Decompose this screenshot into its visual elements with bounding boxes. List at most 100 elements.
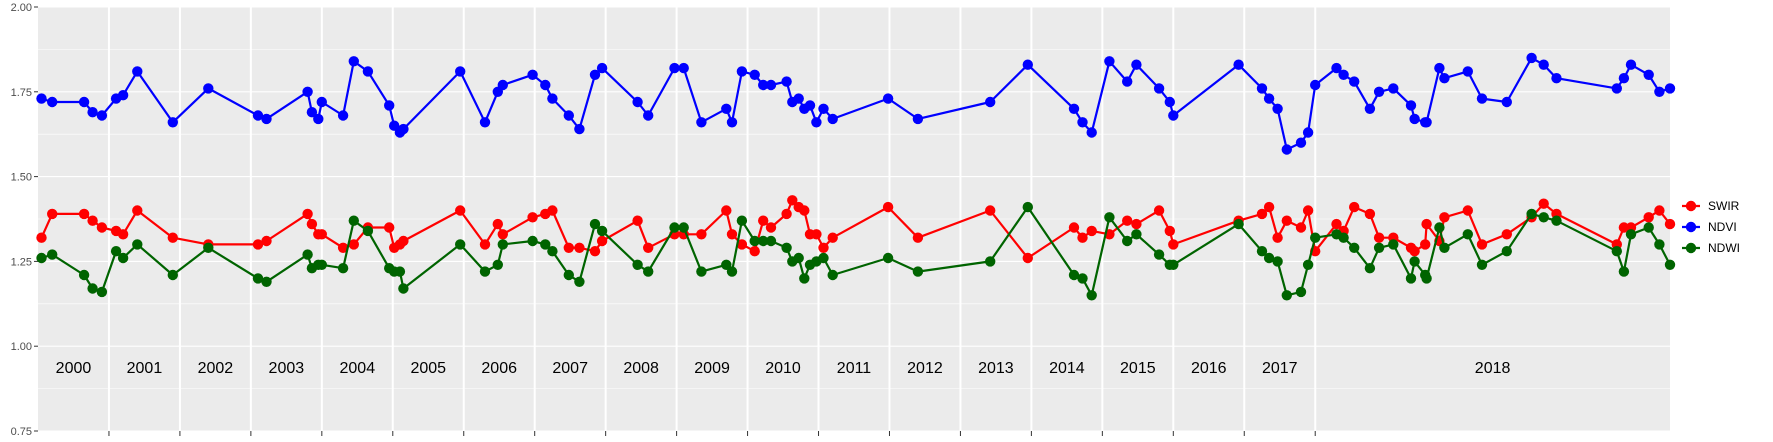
data-point-swir xyxy=(643,242,654,253)
legend: SWIR NDVI NDWI xyxy=(1682,199,1740,255)
data-point-swir xyxy=(1462,205,1474,216)
data-point-swir xyxy=(316,229,327,240)
data-point-ndwi xyxy=(167,269,178,281)
data-point-ndwi xyxy=(492,259,503,270)
data-point-swir xyxy=(261,235,272,247)
data-point-swir xyxy=(1131,218,1142,230)
data-point-ndwi xyxy=(781,242,792,253)
data-point-swir xyxy=(1349,201,1360,213)
data-point-ndvi xyxy=(804,100,816,111)
year-label: 2010 xyxy=(765,360,801,377)
data-point-swir xyxy=(574,242,585,253)
data-point-ndwi xyxy=(1664,259,1676,270)
data-point-ndwi xyxy=(589,218,601,230)
data-point-ndvi xyxy=(47,96,58,108)
data-point-swir xyxy=(1476,239,1488,250)
data-point-ndwi xyxy=(1476,259,1488,270)
data-point-ndvi xyxy=(547,93,558,104)
data-point-ndwi xyxy=(394,266,406,277)
legend-label-ndwi: NDWI xyxy=(1708,241,1740,255)
data-point-ndvi xyxy=(765,79,777,91)
data-point-ndvi xyxy=(1022,59,1033,70)
data-point-ndvi xyxy=(87,107,98,118)
year-label: 2009 xyxy=(694,360,730,377)
data-point-ndwi xyxy=(1643,222,1654,233)
data-point-ndwi xyxy=(1256,246,1268,257)
data-point-ndwi xyxy=(316,259,327,270)
data-point-swir xyxy=(696,229,707,240)
data-point-ndwi xyxy=(1302,259,1314,270)
data-point-swir xyxy=(302,208,313,220)
data-point-ndwi xyxy=(362,225,374,237)
data-point-ndvi xyxy=(398,123,409,135)
data-point-swir xyxy=(827,232,838,243)
data-point-ndvi xyxy=(721,103,732,115)
data-point-ndwi xyxy=(632,259,643,270)
data-point-ndvi xyxy=(736,66,748,77)
data-point-swir xyxy=(818,242,829,253)
data-point-ndwi xyxy=(882,252,894,264)
data-point-ndwi xyxy=(818,252,829,264)
data-point-ndvi xyxy=(1364,103,1376,115)
data-point-ndvi xyxy=(1164,96,1176,108)
data-point-ndwi xyxy=(1349,242,1360,253)
year-label: 2014 xyxy=(1049,360,1085,377)
data-point-swir xyxy=(721,205,732,216)
data-point-ndwi xyxy=(479,266,491,277)
data-point-ndwi xyxy=(132,239,143,250)
data-point-ndvi xyxy=(1476,93,1488,104)
data-point-ndvi xyxy=(261,113,272,125)
data-point-ndvi xyxy=(313,113,324,125)
data-point-ndvi xyxy=(1618,73,1630,84)
data-point-swir xyxy=(726,229,738,240)
data-point-ndvi xyxy=(811,117,822,128)
series-ndvi xyxy=(36,52,1676,155)
data-point-ndvi xyxy=(348,56,359,67)
data-point-swir xyxy=(758,215,769,226)
data-point-ndwi xyxy=(1281,290,1293,301)
data-point-ndvi xyxy=(1643,69,1654,81)
year-label: 2004 xyxy=(340,360,376,377)
data-point-ndvi xyxy=(563,110,574,121)
data-point-swir xyxy=(1664,218,1676,230)
data-point-swir xyxy=(1420,239,1431,250)
data-point-swir xyxy=(306,218,318,230)
data-point-ndwi xyxy=(1611,246,1623,257)
data-point-ndvi xyxy=(1611,83,1623,94)
data-point-swir xyxy=(589,246,601,257)
y-axis: 0.75 1.00 1.25 1.50 1.75 2.00 xyxy=(11,2,1316,438)
year-label: 2008 xyxy=(623,360,659,377)
year-label: 2017 xyxy=(1262,360,1298,377)
data-point-ndwi xyxy=(758,235,769,247)
data-point-ndwi xyxy=(1373,242,1385,253)
data-point-ndwi xyxy=(912,266,924,277)
data-point-ndvi xyxy=(252,110,264,121)
data-point-ndvi xyxy=(389,120,400,131)
data-point-ndwi xyxy=(1439,242,1450,253)
data-point-ndvi xyxy=(1421,117,1432,128)
data-point-swir xyxy=(167,232,178,243)
data-point-swir xyxy=(96,222,108,233)
data-point-swir xyxy=(765,222,777,233)
data-point-ndvi xyxy=(1434,62,1445,74)
data-point-ndvi xyxy=(1122,76,1133,87)
data-point-swir xyxy=(1501,229,1513,240)
data-point-ndwi xyxy=(721,259,732,270)
data-point-ndvi xyxy=(527,69,538,81)
data-point-swir xyxy=(787,195,798,206)
data-point-ndwi xyxy=(1462,229,1474,240)
data-point-ndwi xyxy=(696,266,707,277)
data-point-ndwi xyxy=(1434,222,1445,233)
data-point-ndwi xyxy=(1654,239,1665,250)
data-point-ndvi xyxy=(1168,110,1179,121)
data-point-ndvi xyxy=(758,79,769,91)
data-point-swir xyxy=(1272,232,1283,243)
data-point-ndvi xyxy=(1104,56,1115,67)
data-point-ndvi xyxy=(78,96,90,108)
data-point-ndwi xyxy=(1068,269,1080,281)
data-point-swir xyxy=(1022,252,1033,264)
data-point-swir xyxy=(1122,215,1133,226)
legend-marker-ndvi xyxy=(1685,221,1697,233)
data-point-ndvi xyxy=(1409,113,1420,125)
data-point-swir xyxy=(1654,205,1665,216)
